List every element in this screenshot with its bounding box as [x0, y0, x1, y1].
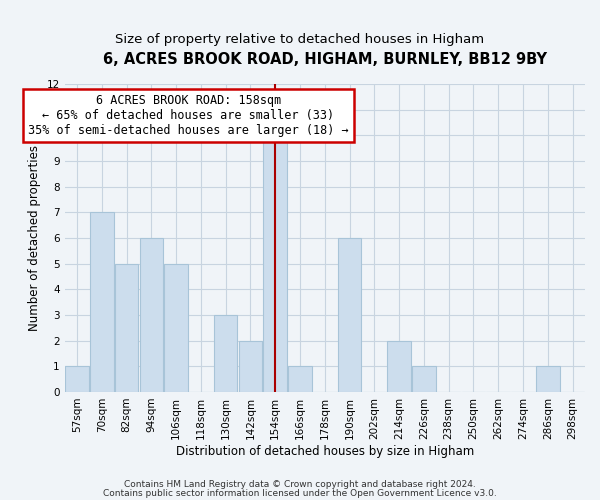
Bar — [90, 212, 113, 392]
Bar — [140, 238, 163, 392]
Bar — [536, 366, 560, 392]
Bar — [65, 366, 89, 392]
Bar — [115, 264, 139, 392]
Bar — [288, 366, 312, 392]
Text: 6 ACRES BROOK ROAD: 158sqm
← 65% of detached houses are smaller (33)
35% of semi: 6 ACRES BROOK ROAD: 158sqm ← 65% of deta… — [28, 94, 349, 137]
Bar — [239, 340, 262, 392]
Text: Contains HM Land Registry data © Crown copyright and database right 2024.: Contains HM Land Registry data © Crown c… — [124, 480, 476, 489]
Bar — [412, 366, 436, 392]
Bar — [388, 340, 411, 392]
Bar — [164, 264, 188, 392]
Text: Contains public sector information licensed under the Open Government Licence v3: Contains public sector information licen… — [103, 489, 497, 498]
Bar — [338, 238, 361, 392]
Text: Size of property relative to detached houses in Higham: Size of property relative to detached ho… — [115, 32, 485, 46]
X-axis label: Distribution of detached houses by size in Higham: Distribution of detached houses by size … — [176, 444, 474, 458]
Bar — [263, 136, 287, 392]
Title: 6, ACRES BROOK ROAD, HIGHAM, BURNLEY, BB12 9BY: 6, ACRES BROOK ROAD, HIGHAM, BURNLEY, BB… — [103, 52, 547, 68]
Bar — [214, 315, 238, 392]
Y-axis label: Number of detached properties: Number of detached properties — [28, 145, 41, 331]
